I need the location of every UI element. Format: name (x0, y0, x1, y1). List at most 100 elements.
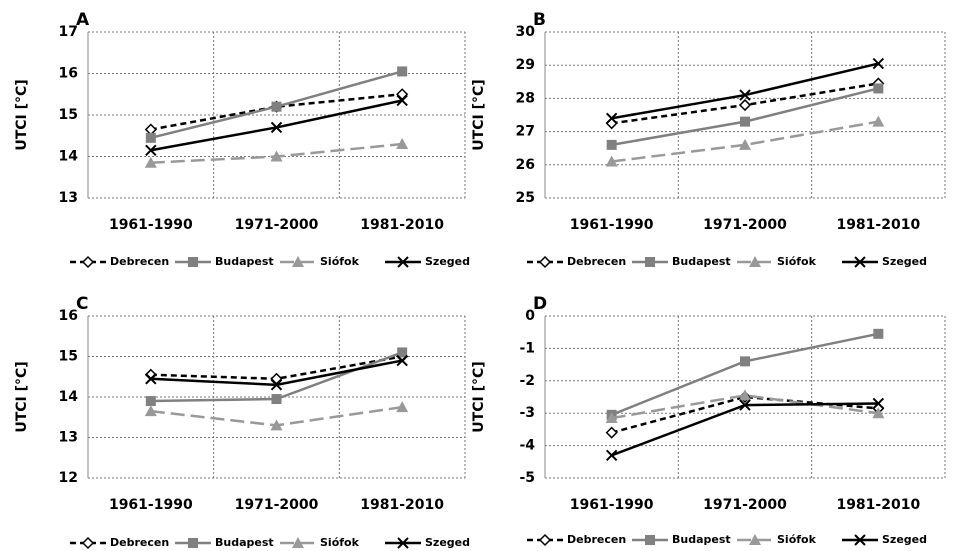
legend-marker (854, 256, 866, 268)
data-point (738, 98, 752, 112)
y-tick-label: -3 (519, 405, 535, 421)
legend-marker (397, 256, 409, 268)
data-point (740, 116, 750, 127)
panel-title: B (533, 10, 546, 30)
data-point (396, 354, 408, 367)
y-tick-label: 30 (516, 24, 536, 40)
y-tick-label: 29 (516, 57, 535, 73)
legend-label: Szeged (882, 533, 927, 546)
legend-marker (81, 255, 95, 269)
legend-marker (538, 255, 552, 269)
y-tick-label: -5 (519, 470, 535, 486)
legend-label: Budapest (215, 255, 274, 268)
data-point (271, 101, 282, 112)
y-tick-label: 13 (59, 430, 78, 446)
legend-label: Budapest (672, 533, 731, 546)
x-tick-label: 1961-1990 (570, 217, 654, 233)
data-point (739, 399, 751, 411)
legend-marker (292, 256, 304, 267)
series-line (611, 120, 879, 163)
data-point (605, 155, 618, 167)
legend-marker (645, 535, 655, 545)
data-point (396, 401, 409, 413)
data-point (739, 138, 751, 150)
legend-label: Szeged (425, 255, 470, 268)
y-tick-label: 17 (59, 24, 78, 40)
legend-marker (749, 256, 761, 267)
series-line (150, 93, 403, 131)
data-point (145, 396, 156, 407)
y-tick-label: 13 (59, 190, 78, 206)
data-point (739, 389, 751, 401)
x-tick-label: 1971-2000 (703, 497, 787, 513)
legend-marker (188, 257, 198, 267)
data-point (270, 150, 283, 162)
legend-marker (188, 538, 198, 548)
y-axis-label: UTCI [°C] (471, 79, 487, 150)
x-tick-label: 1961-1990 (109, 217, 193, 233)
data-point (873, 83, 884, 94)
data-point (145, 144, 157, 156)
y-axis-label: UTCI [°C] (14, 361, 30, 432)
data-point (145, 373, 157, 385)
legend-label: Budapest (215, 536, 274, 549)
legend-label: Siófok (777, 255, 817, 268)
legend-label: Debrecen (110, 536, 169, 549)
data-point (606, 139, 617, 150)
y-tick-label: -2 (519, 373, 535, 389)
data-point (144, 405, 157, 417)
data-point (144, 156, 157, 168)
data-point (605, 426, 618, 439)
y-tick-label: 15 (59, 349, 78, 365)
series-line (611, 394, 879, 420)
legend-label: Szeged (425, 536, 470, 549)
data-point (270, 419, 283, 431)
y-tick-label: -4 (519, 438, 535, 454)
y-tick-label: 15 (59, 107, 78, 123)
legend-marker (854, 534, 866, 546)
legend-marker (81, 536, 95, 550)
x-tick-label: 1981-2010 (360, 497, 444, 513)
data-point (271, 394, 282, 405)
data-point (872, 407, 885, 419)
legend-label: Debrecen (110, 255, 169, 268)
data-point (872, 397, 885, 410)
panel-title: D (533, 294, 547, 314)
panel-title: C (76, 294, 88, 314)
data-point (397, 347, 408, 358)
legend-label: Szeged (882, 255, 927, 268)
legend-label: Siófok (777, 533, 817, 546)
x-tick-label: 1961-1990 (109, 497, 193, 513)
y-tick-label: 26 (516, 157, 535, 173)
y-tick-label: -1 (519, 340, 535, 356)
data-point (605, 449, 618, 462)
data-point (740, 356, 750, 367)
data-point (872, 57, 885, 70)
y-tick-label: 14 (59, 389, 79, 405)
x-tick-label: 1981-2010 (836, 497, 920, 513)
y-tick-label: 25 (516, 190, 535, 206)
y-tick-label: 16 (59, 308, 78, 324)
data-point (873, 328, 884, 339)
y-tick-label: 27 (516, 124, 535, 140)
y-tick-label: 28 (516, 90, 535, 106)
legend-marker (538, 533, 552, 547)
data-point (605, 412, 618, 424)
x-tick-label: 1981-2010 (360, 217, 444, 233)
legend-marker (645, 257, 655, 267)
data-point (605, 117, 618, 130)
legend-label: Debrecen (567, 255, 626, 268)
data-point (397, 66, 408, 77)
data-point (270, 121, 283, 134)
data-point (270, 379, 283, 391)
data-point (396, 94, 408, 107)
y-axis-label: UTCI [°C] (471, 361, 487, 432)
y-tick-label: 14 (59, 149, 79, 165)
legend-label: Budapest (672, 255, 731, 268)
y-axis-label: UTCI [°C] (14, 79, 30, 150)
y-tick-label: 16 (59, 66, 78, 82)
legend-label: Siófok (320, 255, 360, 268)
x-tick-label: 1961-1990 (570, 497, 654, 513)
data-point (605, 112, 618, 125)
